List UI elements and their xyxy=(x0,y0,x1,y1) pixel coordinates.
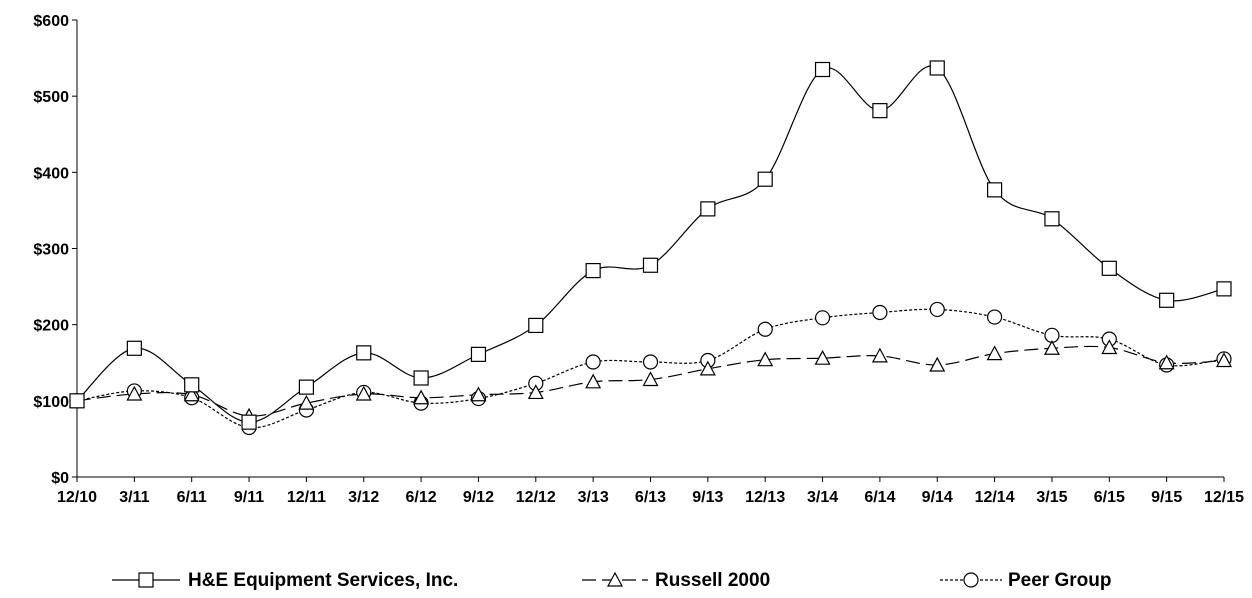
series-layer xyxy=(70,61,1231,435)
legend-symbol-circle xyxy=(940,573,1002,587)
y-tick-label: $0 xyxy=(51,470,69,487)
x-tick-label: 6/11 xyxy=(177,489,207,506)
data-point-square xyxy=(127,341,141,355)
x-tick-label: 3/14 xyxy=(807,489,838,506)
y-tick-label: $300 xyxy=(33,242,69,259)
y-axis: $0 $100 $200 $300 $400 $500 $600 xyxy=(33,13,77,487)
data-point-square xyxy=(70,394,84,408)
legend-label-peer: Peer Group xyxy=(1008,570,1111,591)
legend-item-peer: Peer Group xyxy=(940,570,1111,591)
data-point-square xyxy=(816,63,830,77)
data-point-square xyxy=(299,380,313,394)
data-point-circle xyxy=(586,355,600,369)
data-point-square xyxy=(1160,293,1174,307)
x-tick-label: 9/11 xyxy=(234,489,264,506)
data-point-square xyxy=(1045,212,1059,226)
y-tick-label: $600 xyxy=(33,13,69,30)
legend-symbol-triangle xyxy=(582,573,648,586)
x-tick-label: 6/12 xyxy=(406,489,437,506)
x-tick-label: 3/13 xyxy=(578,489,609,506)
legend-label-russell: Russell 2000 xyxy=(655,570,770,591)
data-point-square xyxy=(471,347,485,361)
data-point-circle xyxy=(988,310,1002,324)
data-point-square xyxy=(529,318,543,332)
y-tick-label: $200 xyxy=(33,318,69,335)
y-tick-label: $400 xyxy=(33,165,69,182)
data-point-square xyxy=(644,258,658,272)
x-tick-label: 9/15 xyxy=(1151,489,1182,506)
x-tick-label: 9/14 xyxy=(922,489,953,506)
data-point-circle xyxy=(816,311,830,325)
x-tick-label: 12/11 xyxy=(287,489,326,506)
data-point-triangle xyxy=(988,347,1002,360)
legend-marker-circle xyxy=(964,573,978,587)
data-point-square xyxy=(930,61,944,75)
data-point-circle xyxy=(930,302,944,316)
data-point-square xyxy=(1217,282,1231,296)
x-tick-label: 6/14 xyxy=(864,489,895,506)
x-tick-label: 12/12 xyxy=(516,489,556,506)
x-tick-label: 3/11 xyxy=(119,489,149,506)
data-point-circle xyxy=(644,355,658,369)
x-tick-label: 12/10 xyxy=(57,489,97,506)
data-point-square xyxy=(357,346,371,360)
x-tick-label: 3/12 xyxy=(348,489,379,506)
y-tick-label: $500 xyxy=(33,89,69,106)
x-tick-label: 12/15 xyxy=(1204,489,1244,506)
x-tick-label: 3/15 xyxy=(1036,489,1067,506)
data-point-square xyxy=(758,172,772,186)
data-point-square xyxy=(1102,261,1116,275)
legend-item-russell: Russell 2000 xyxy=(582,570,770,591)
x-tick-label: 9/12 xyxy=(463,489,494,506)
data-point-square xyxy=(185,378,199,392)
legend: H&E Equipment Services, Inc. Russell 200… xyxy=(112,570,1111,591)
data-point-square xyxy=(988,183,1002,197)
legend-marker-square xyxy=(139,573,153,587)
legend-item-he: H&E Equipment Services, Inc. xyxy=(112,570,458,591)
data-point-circle xyxy=(758,322,772,336)
data-point-square xyxy=(701,202,715,216)
legend-symbol-square xyxy=(112,573,180,587)
x-tick-label: 9/13 xyxy=(692,489,723,506)
x-tick-label: 6/15 xyxy=(1094,489,1125,506)
data-point-square xyxy=(873,104,887,118)
data-point-square xyxy=(242,415,256,429)
data-point-square xyxy=(414,371,428,385)
x-tick-label: 6/13 xyxy=(635,489,666,506)
data-point-square xyxy=(586,264,600,278)
x-tick-label: 12/13 xyxy=(745,489,785,506)
x-axis: 12/10 3/11 6/11 9/11 12/11 3/12 6/12 9/12 12/12 3… xyxy=(57,477,1244,506)
legend-label-he: H&E Equipment Services, Inc. xyxy=(188,570,458,591)
data-point-circle xyxy=(873,305,887,319)
x-tick-label: 12/14 xyxy=(975,489,1015,506)
y-tick-label: $100 xyxy=(33,394,69,411)
